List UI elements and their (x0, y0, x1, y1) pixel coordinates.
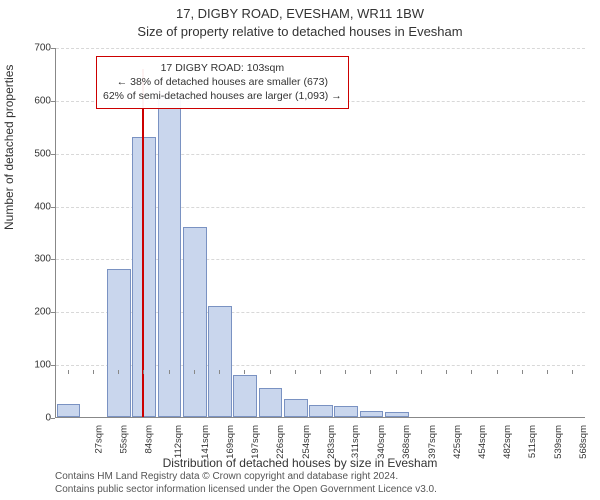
x-tick-label: 511sqm (527, 425, 538, 458)
histogram-bar (132, 137, 156, 417)
histogram-bar (334, 406, 358, 417)
x-tick-label: 425sqm (452, 425, 463, 459)
x-tick-label: 568sqm (578, 425, 589, 459)
x-tick-mark (194, 370, 195, 374)
x-tick-mark (270, 370, 271, 374)
histogram-bar (385, 412, 409, 417)
y-tick-label: 400 (34, 201, 51, 212)
x-tick-label: 340sqm (376, 425, 387, 459)
y-tick-mark (51, 48, 55, 49)
footer-credits: Contains HM Land Registry data © Crown c… (55, 470, 437, 496)
histogram-bar (360, 411, 384, 417)
x-tick-label: 112sqm (173, 425, 184, 458)
chart-plot-area: 17 DIGBY ROAD: 103sqm← 38% of detached h… (55, 48, 585, 418)
x-tick-label: 254sqm (300, 425, 311, 459)
x-tick-label: 169sqm (225, 425, 236, 459)
y-tick-mark (51, 259, 55, 260)
y-axis-label: Number of detached properties (2, 65, 16, 230)
x-tick-mark (219, 370, 220, 374)
x-tick-label: 368sqm (401, 425, 412, 459)
x-tick-mark (118, 370, 119, 374)
x-tick-mark (497, 370, 498, 374)
y-tick-label: 200 (34, 307, 51, 318)
x-tick-mark (471, 370, 472, 374)
page-title-line1: 17, DIGBY ROAD, EVESHAM, WR11 1BW (0, 6, 600, 21)
histogram-bar (183, 227, 207, 417)
x-tick-mark (446, 370, 447, 374)
y-tick-label: 300 (34, 254, 51, 265)
page-title-line2: Size of property relative to detached ho… (0, 24, 600, 39)
x-tick-label: 84sqm (144, 425, 155, 454)
x-tick-mark (345, 370, 346, 374)
histogram-bar (259, 388, 283, 417)
x-tick-mark (295, 370, 296, 374)
histogram-bar (233, 375, 257, 417)
x-tick-label: 55sqm (118, 425, 129, 454)
gridline (56, 48, 585, 49)
y-tick-label: 600 (34, 95, 51, 106)
y-tick-label: 100 (34, 360, 51, 371)
histogram-bar (107, 269, 131, 417)
x-tick-mark (169, 370, 170, 374)
x-tick-label: 454sqm (477, 425, 488, 459)
x-tick-mark (143, 370, 144, 374)
x-tick-mark (572, 370, 573, 374)
y-tick-label: 500 (34, 148, 51, 159)
x-tick-mark (244, 370, 245, 374)
x-tick-label: 539sqm (553, 425, 564, 459)
x-tick-label: 397sqm (427, 425, 438, 459)
y-tick-mark (51, 365, 55, 366)
x-tick-label: 311sqm (350, 425, 361, 458)
y-tick-mark (51, 154, 55, 155)
footer-line2: Contains public sector information licen… (55, 483, 437, 496)
y-tick-mark (51, 207, 55, 208)
histogram-bar (158, 97, 182, 417)
x-tick-mark (68, 370, 69, 374)
x-tick-mark (370, 370, 371, 374)
x-tick-label: 226sqm (275, 425, 286, 459)
x-tick-label: 283sqm (326, 425, 337, 459)
histogram-bar (57, 404, 81, 417)
histogram-bar (208, 306, 232, 417)
x-tick-label: 482sqm (502, 425, 513, 459)
histogram-bar (309, 405, 333, 417)
x-tick-label: 27sqm (93, 425, 104, 454)
annotation-line: 17 DIGBY ROAD: 103sqm (103, 61, 342, 75)
y-tick-mark (51, 312, 55, 313)
y-tick-mark (51, 101, 55, 102)
property-marker-line (142, 69, 144, 417)
annotation-line: ← 38% of detached houses are smaller (67… (103, 75, 342, 89)
x-tick-label: 141sqm (199, 425, 210, 459)
y-tick-mark (51, 418, 55, 419)
x-tick-label: 197sqm (250, 425, 261, 459)
footer-line1: Contains HM Land Registry data © Crown c… (55, 470, 437, 483)
x-tick-mark (522, 370, 523, 374)
annotation-box: 17 DIGBY ROAD: 103sqm← 38% of detached h… (96, 56, 349, 109)
x-tick-mark (421, 370, 422, 374)
histogram-bar (284, 399, 308, 418)
x-tick-mark (93, 370, 94, 374)
x-tick-mark (547, 370, 548, 374)
y-tick-label: 700 (34, 43, 51, 54)
annotation-line: 62% of semi-detached houses are larger (… (103, 89, 342, 103)
x-tick-mark (320, 370, 321, 374)
x-tick-mark (396, 370, 397, 374)
